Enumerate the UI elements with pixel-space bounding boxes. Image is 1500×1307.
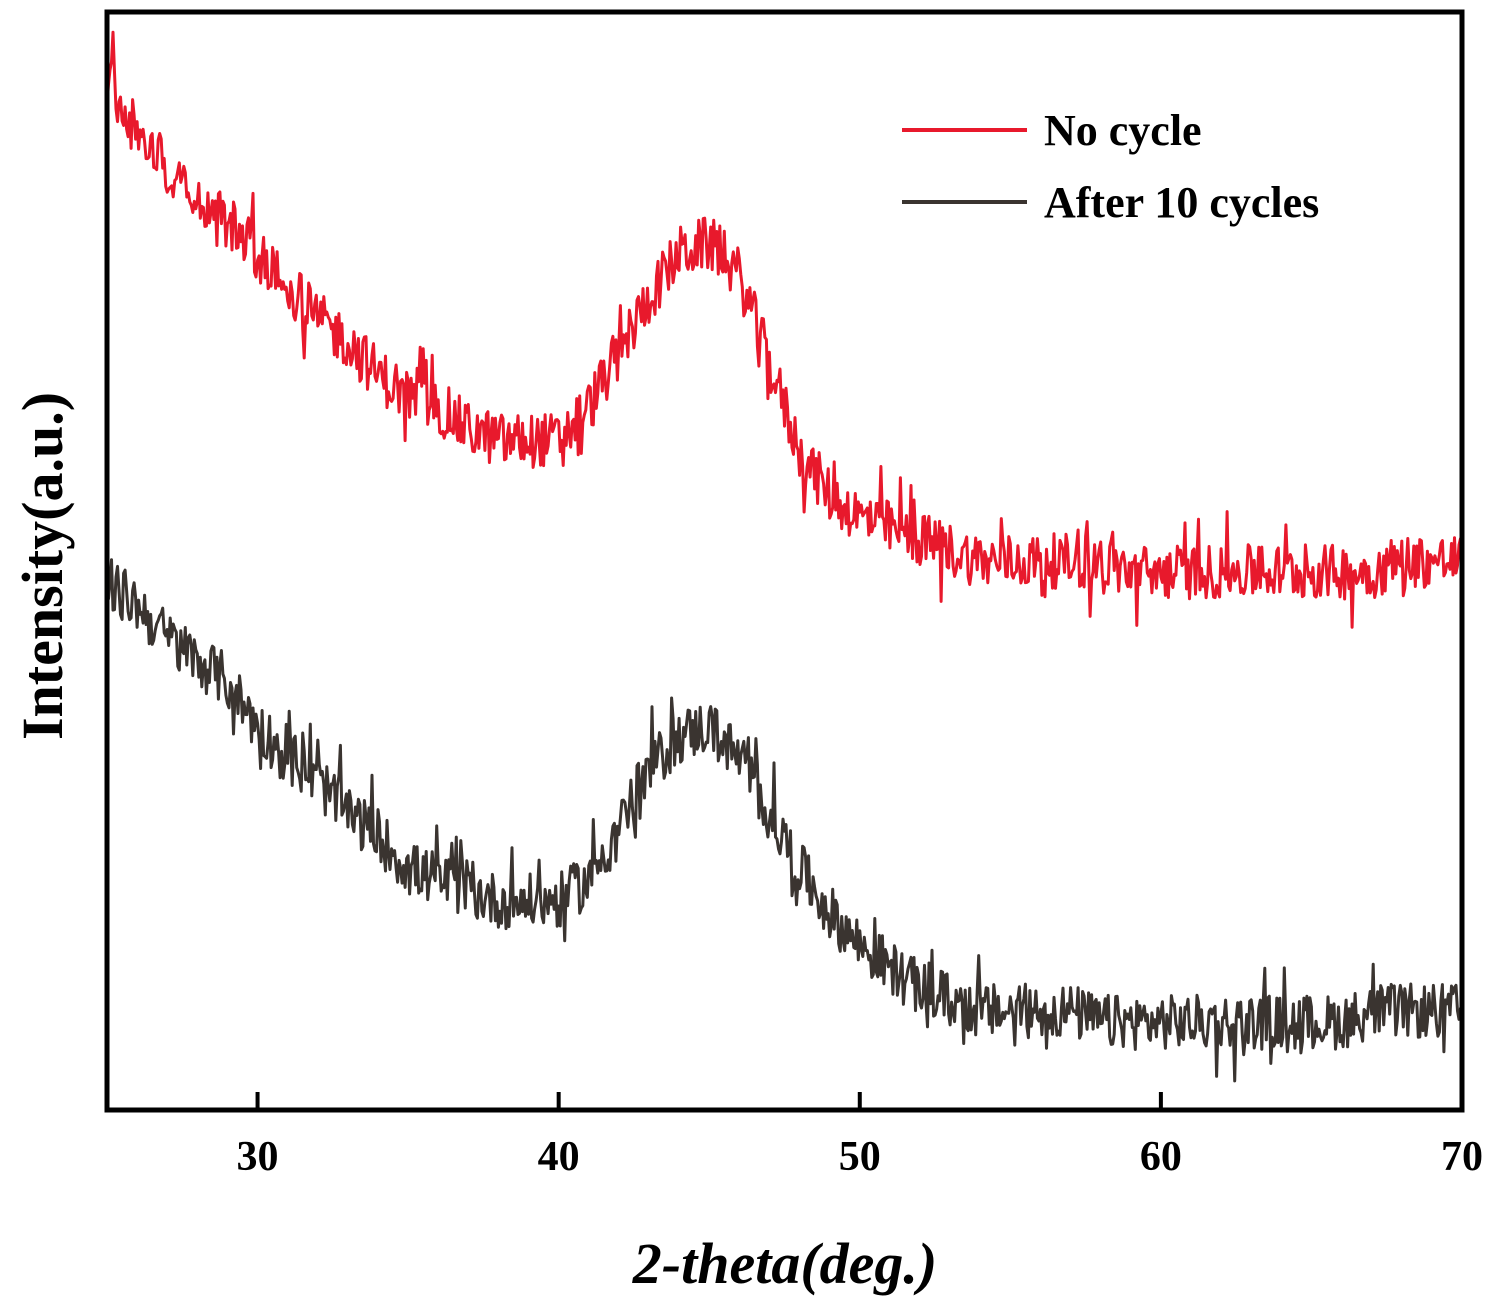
- plot-frame: [104, 9, 1465, 1113]
- x-axis-title: 2-theta(deg.): [632, 1231, 937, 1296]
- legend-label-after-10-cycles: After 10 cycles: [1044, 178, 1319, 227]
- legend: No cycle After 10 cycles: [902, 106, 1319, 227]
- series-line-no-cycle: [105, 30, 1464, 629]
- x-tick-label: 30: [237, 1134, 279, 1180]
- y-axis-title: Intensity(a.u.): [10, 392, 75, 740]
- x-tick-label: 50: [839, 1134, 881, 1180]
- legend-label-no-cycle: No cycle: [1044, 106, 1202, 155]
- series-layer: [105, 30, 1464, 1083]
- x-tick-label: 70: [1441, 1134, 1483, 1180]
- x-tick-label: 40: [538, 1134, 580, 1180]
- x-axis: 30 40 50 60 70: [237, 1092, 1483, 1180]
- series-line-after-10-cycles: [105, 551, 1463, 1083]
- x-tick-label: 60: [1140, 1134, 1182, 1180]
